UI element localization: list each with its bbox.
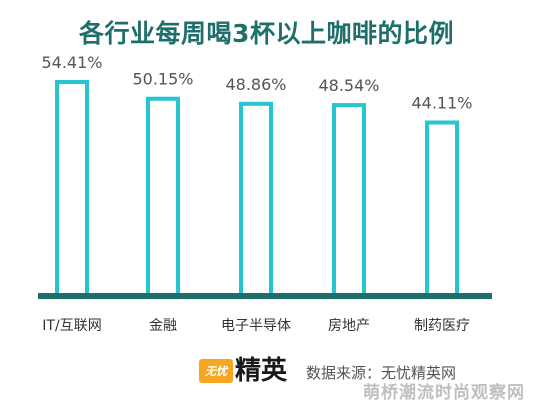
watermark: 萌桥潮流时尚观察网 [363,383,525,402]
data-source-note: 数据来源：无忧精英网 [306,364,457,382]
x-axis-baseline [38,293,492,299]
bar-4 [332,103,366,298]
bar-3 [239,101,273,298]
logo-badge: 无忧 [199,359,233,383]
bar-2 [146,96,180,298]
chart-title: 各行业每周喝3杯以上咖啡的比例 [79,19,454,48]
x-tick-label-5: 制药医疗 [414,318,470,334]
x-tick-label-1: IT/互联网 [42,318,101,334]
data-label-3: 48.86% [225,75,286,94]
x-tick-label-2: 金融 [149,318,177,334]
data-label-1: 54.41% [41,53,102,72]
data-label-4: 48.54% [318,76,379,95]
logo-wordmark: 精英 [235,356,288,386]
bar-5 [425,120,459,298]
data-label-5: 44.11% [411,94,472,113]
data-label-2: 50.15% [132,70,193,89]
x-tick-label-4: 房地产 [328,318,370,334]
brand-logo: 无忧 精英 [199,356,287,386]
x-tick-label-3: 电子半导体 [221,318,291,334]
bar-1 [55,79,89,298]
